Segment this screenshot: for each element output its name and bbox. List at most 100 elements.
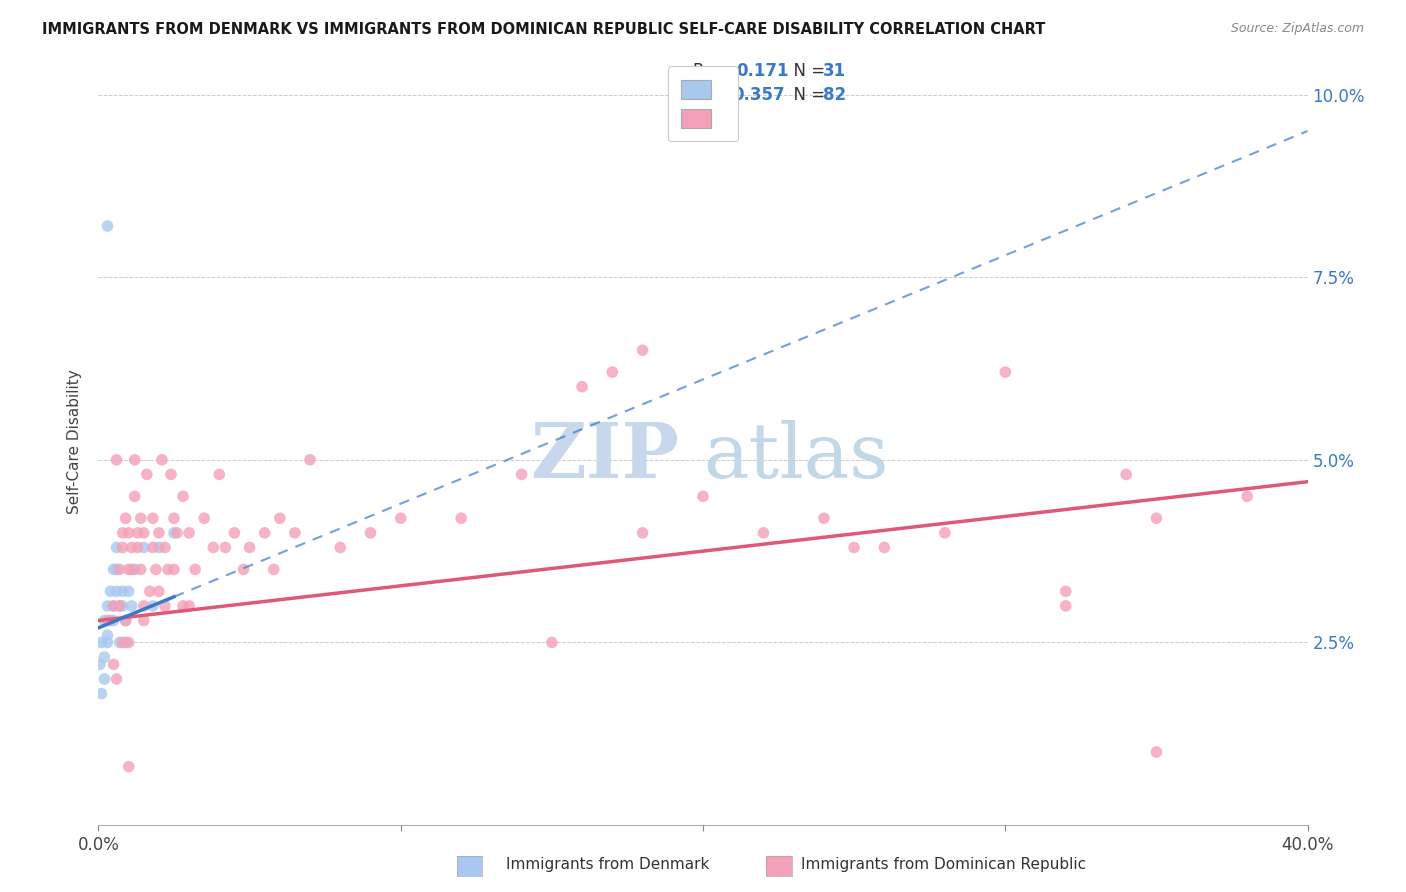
Point — [284, 525, 307, 540]
Point — [89, 657, 111, 672]
Point — [163, 562, 186, 576]
Point — [124, 562, 146, 576]
Point — [510, 467, 533, 482]
Point — [96, 628, 118, 642]
Point — [111, 525, 134, 540]
Point — [813, 511, 835, 525]
Point — [844, 541, 866, 555]
Point — [172, 489, 194, 503]
Point — [103, 657, 125, 672]
Point — [96, 635, 118, 649]
Point — [172, 599, 194, 613]
Point — [156, 562, 179, 576]
Point — [540, 635, 562, 649]
Point — [631, 343, 654, 358]
Text: 0.357: 0.357 — [733, 87, 785, 104]
Point — [139, 584, 162, 599]
Point — [1054, 584, 1077, 599]
Point — [118, 525, 141, 540]
Point — [103, 614, 125, 628]
Point — [124, 452, 146, 467]
Point — [103, 562, 125, 576]
Point — [994, 365, 1017, 379]
Text: Immigrants from Dominican Republic: Immigrants from Dominican Republic — [801, 857, 1087, 871]
Point — [602, 365, 624, 379]
Point — [135, 467, 157, 482]
Point — [145, 562, 167, 576]
Point — [132, 614, 155, 628]
Point — [127, 525, 149, 540]
Point — [148, 541, 170, 555]
Text: 31: 31 — [823, 62, 845, 80]
Point — [389, 511, 412, 525]
Point — [105, 452, 128, 467]
Point — [118, 759, 141, 773]
Point — [121, 599, 143, 613]
Point — [631, 525, 654, 540]
Point — [114, 511, 136, 525]
Text: R =: R = — [693, 87, 730, 104]
Point — [111, 584, 134, 599]
Point — [184, 562, 207, 576]
Point — [100, 584, 122, 599]
Point — [93, 672, 115, 686]
Point — [214, 541, 236, 555]
Point — [263, 562, 285, 576]
Point — [93, 614, 115, 628]
Point — [1144, 511, 1167, 525]
Point — [121, 541, 143, 555]
Point — [153, 541, 176, 555]
Point — [148, 525, 170, 540]
Point — [111, 635, 134, 649]
Point — [96, 599, 118, 613]
Point — [752, 525, 775, 540]
Legend: , : , — [668, 66, 738, 142]
Point — [142, 511, 165, 525]
Point — [329, 541, 352, 555]
Point — [118, 584, 141, 599]
Point — [108, 599, 131, 613]
Text: ZIP: ZIP — [530, 420, 679, 494]
Point — [129, 562, 152, 576]
Point — [1236, 489, 1258, 503]
Point — [108, 599, 131, 613]
Point — [239, 541, 262, 555]
Point — [934, 525, 956, 540]
Point — [571, 380, 593, 394]
Text: R =: R = — [693, 62, 734, 80]
Point — [105, 584, 128, 599]
Text: IMMIGRANTS FROM DENMARK VS IMMIGRANTS FROM DOMINICAN REPUBLIC SELF-CARE DISABILI: IMMIGRANTS FROM DENMARK VS IMMIGRANTS FR… — [42, 22, 1046, 37]
Point — [105, 541, 128, 555]
Point — [202, 541, 225, 555]
Point — [114, 635, 136, 649]
Point — [132, 599, 155, 613]
Point — [114, 614, 136, 628]
Point — [108, 562, 131, 576]
Text: 82: 82 — [823, 87, 845, 104]
Point — [93, 650, 115, 665]
Text: 0.171: 0.171 — [737, 62, 789, 80]
Point — [148, 584, 170, 599]
Point — [114, 614, 136, 628]
Y-axis label: Self-Care Disability: Self-Care Disability — [67, 369, 83, 514]
Point — [179, 525, 201, 540]
Point — [193, 511, 215, 525]
Point — [1054, 599, 1077, 613]
Point — [450, 511, 472, 525]
Point — [692, 489, 714, 503]
Point — [90, 635, 112, 649]
Text: N =: N = — [783, 62, 831, 80]
Point — [208, 467, 231, 482]
Point — [105, 562, 128, 576]
Point — [1144, 745, 1167, 759]
Point — [253, 525, 276, 540]
Text: N =: N = — [783, 87, 831, 104]
Point — [224, 525, 246, 540]
Text: Source: ZipAtlas.com: Source: ZipAtlas.com — [1230, 22, 1364, 36]
Point — [111, 599, 134, 613]
Point — [103, 599, 125, 613]
Point — [360, 525, 382, 540]
Point — [118, 562, 141, 576]
Point — [150, 452, 173, 467]
Point — [1115, 467, 1137, 482]
